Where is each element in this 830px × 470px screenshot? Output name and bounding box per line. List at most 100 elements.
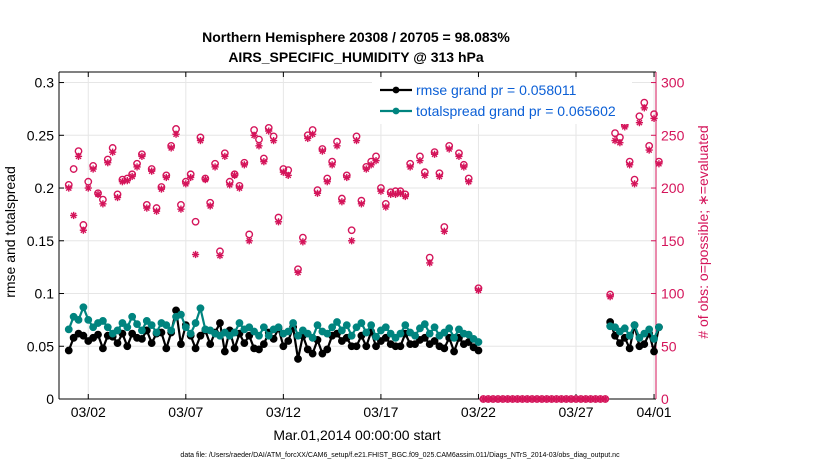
obs-evaluated-point xyxy=(606,293,614,301)
asterisk-stroke xyxy=(265,128,272,135)
totalspread-point xyxy=(250,327,258,336)
y-tick-label: 0.25 xyxy=(27,127,54,143)
asterisk-stroke xyxy=(182,180,189,187)
obs-evaluated-point xyxy=(265,127,273,135)
obs-evaluated-point xyxy=(94,190,102,198)
obs-evaluated-point xyxy=(206,202,214,210)
obs-evaluated-point xyxy=(382,203,390,211)
totalspread-point xyxy=(645,325,654,334)
obs-evaluated-point xyxy=(255,142,263,150)
totalspread-point xyxy=(391,333,400,342)
asterisk-stroke xyxy=(270,137,277,144)
obs-evaluated-point xyxy=(328,161,336,169)
asterisk-stroke xyxy=(636,119,643,126)
y2-tick-label: 50 xyxy=(661,338,677,354)
asterisk-stroke xyxy=(460,163,467,170)
rmse-point xyxy=(323,345,332,354)
totalspread-point xyxy=(113,326,122,335)
obs-evaluated-point xyxy=(367,161,375,169)
x-axis-label: Mar.01,2014 00:00:00 start xyxy=(273,427,440,443)
rmse-point xyxy=(230,344,239,353)
obs-evaluated-point xyxy=(621,123,629,131)
obs-evaluated-point xyxy=(474,286,483,294)
obs-evaluated-point xyxy=(211,163,219,171)
obs-evaluated-point xyxy=(70,211,78,220)
asterisk-stroke xyxy=(158,186,165,193)
obs-evaluated-point xyxy=(352,136,361,145)
asterisk-stroke xyxy=(465,178,472,185)
asterisk-stroke xyxy=(294,269,302,276)
totalspread-point xyxy=(611,323,619,332)
asterisk-stroke xyxy=(153,208,160,215)
asterisk-stroke xyxy=(143,205,150,212)
y2-axis-label: # of obs: o=possible; ∗=evaluated xyxy=(695,125,711,338)
obs-evaluated-point xyxy=(377,187,385,195)
obs-evaluated-point xyxy=(279,168,287,176)
obs-evaluated-point xyxy=(191,250,200,259)
obs-evaluated-point xyxy=(138,152,146,160)
rmse-point xyxy=(474,346,483,355)
totalspread-point xyxy=(328,323,337,332)
obs-evaluated-point xyxy=(240,161,248,169)
obs-evaluated-point xyxy=(640,104,648,112)
rmse-point xyxy=(352,342,361,351)
obs-possible-point xyxy=(191,217,200,226)
obs-evaluated-point xyxy=(343,173,351,182)
obs-evaluated-point xyxy=(172,130,180,138)
rmse-point xyxy=(98,344,107,353)
rmse-point xyxy=(430,337,439,345)
asterisk-stroke xyxy=(246,237,253,244)
totalspread-point xyxy=(396,329,405,338)
obs-evaluated-point xyxy=(396,189,405,197)
obs-evaluated-point xyxy=(123,177,131,185)
y-axis-label: rmse and totalspread xyxy=(2,166,18,298)
obs-evaluated-point xyxy=(445,145,453,153)
obs-evaluated-point xyxy=(99,200,107,208)
asterisk-stroke xyxy=(192,251,199,258)
asterisk-stroke xyxy=(280,169,287,176)
asterisk-stroke xyxy=(251,132,258,139)
totalspread-point xyxy=(416,324,424,333)
totalspread-point xyxy=(289,319,298,327)
asterisk-stroke xyxy=(129,173,136,180)
asterisk-stroke xyxy=(607,293,614,300)
y-tick-label: 0.1 xyxy=(35,286,55,302)
asterisk-stroke xyxy=(343,174,350,181)
y2-tick-label: 100 xyxy=(661,286,685,302)
obs-evaluated-point xyxy=(391,190,400,198)
asterisk-stroke xyxy=(275,218,282,225)
y2-tick-label: 150 xyxy=(661,233,685,249)
obs-evaluated-point xyxy=(284,171,292,179)
asterisk-stroke xyxy=(358,200,365,207)
rmse-point xyxy=(381,333,390,342)
rmse-point xyxy=(318,349,327,358)
rmse-point xyxy=(308,349,317,358)
rmse-point xyxy=(372,342,380,351)
obs-evaluated-point xyxy=(304,134,312,143)
totalspread-point xyxy=(362,328,371,337)
chart-subtitle: AIRS_SPECIFIC_HUMIDITY @ 313 hPa xyxy=(228,49,484,65)
obs-evaluated-point xyxy=(162,173,170,182)
obs-evaluated-point xyxy=(152,207,161,215)
legend: rmse grand pr = 0.058011 totalspread gran… xyxy=(372,79,632,124)
obs-evaluated-point xyxy=(74,152,83,160)
totalspread-point xyxy=(352,323,361,332)
asterisk-stroke xyxy=(260,158,267,165)
obs-possible-point xyxy=(611,129,619,138)
obs-evaluated-point xyxy=(79,226,87,234)
asterisk-stroke xyxy=(202,176,209,183)
rmse-point xyxy=(450,347,458,356)
asterisk-stroke xyxy=(402,193,409,200)
totalspread-point xyxy=(303,329,312,338)
asterisk-stroke xyxy=(138,153,145,160)
totalspread-point xyxy=(191,319,200,327)
obs-evaluated-point xyxy=(406,163,414,171)
obs-evaluated-point xyxy=(630,180,639,188)
obs-evaluated-point xyxy=(645,146,653,154)
asterisk-stroke xyxy=(416,157,423,164)
obs-possible-point xyxy=(347,226,356,235)
asterisk-stroke xyxy=(426,259,433,266)
asterisk-stroke xyxy=(304,135,311,142)
totalspread-point xyxy=(630,321,639,330)
